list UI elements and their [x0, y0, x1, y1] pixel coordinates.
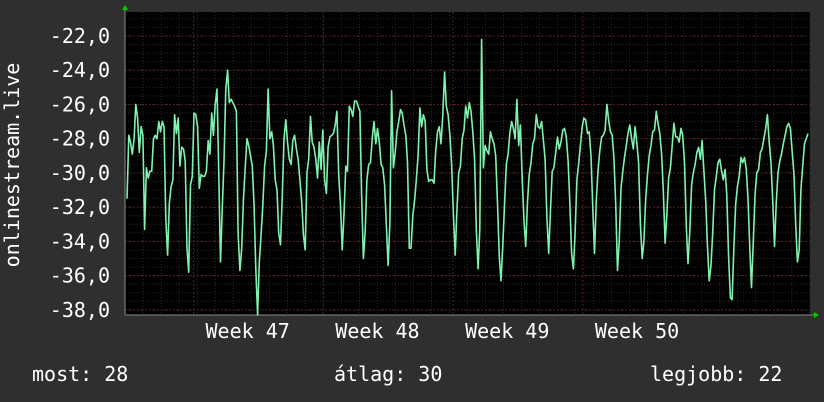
series-line: [126, 38, 809, 316]
x-axis-arrow: [814, 312, 819, 318]
y-tick-label: -22,0: [50, 24, 110, 48]
y-tick-label: -28,0: [50, 127, 110, 151]
legend-best-label: legjobb:: [650, 362, 747, 386]
y-tick-label: -30,0: [50, 161, 110, 185]
x-tick-label: Week 49: [465, 319, 549, 343]
x-tick-label: Week 50: [595, 319, 679, 343]
legend-best: legjobb: 22: [650, 362, 782, 386]
legend-average: átlag: 30: [334, 362, 442, 386]
legend-now: most: 28: [32, 362, 128, 386]
legend-now-label: most:: [32, 362, 93, 386]
y-tick-label: -26,0: [50, 92, 110, 116]
legend-average-value: 30: [418, 362, 443, 386]
y-tick-label: -36,0: [50, 264, 110, 288]
y-tick-label: -34,0: [50, 229, 110, 253]
x-tick-label: Week 48: [335, 319, 419, 343]
x-tick-label: Week 47: [206, 319, 290, 343]
legend-best-value: 22: [758, 362, 783, 386]
legend-average-label: átlag:: [334, 362, 407, 386]
y-tick-label: -32,0: [50, 195, 110, 219]
y-axis-label: onlinestream.live: [0, 63, 24, 268]
line-chart: -22,0 -24,0 -26,0 -28,0 -30,0 -32,0 -34,0 -36,0…: [0, 5, 819, 343]
y-tick-label: -24,0: [50, 58, 110, 82]
y-tick-label: -38,0: [50, 298, 110, 322]
legend-now-value: 28: [104, 362, 129, 386]
y-axis-arrow: [122, 5, 128, 10]
